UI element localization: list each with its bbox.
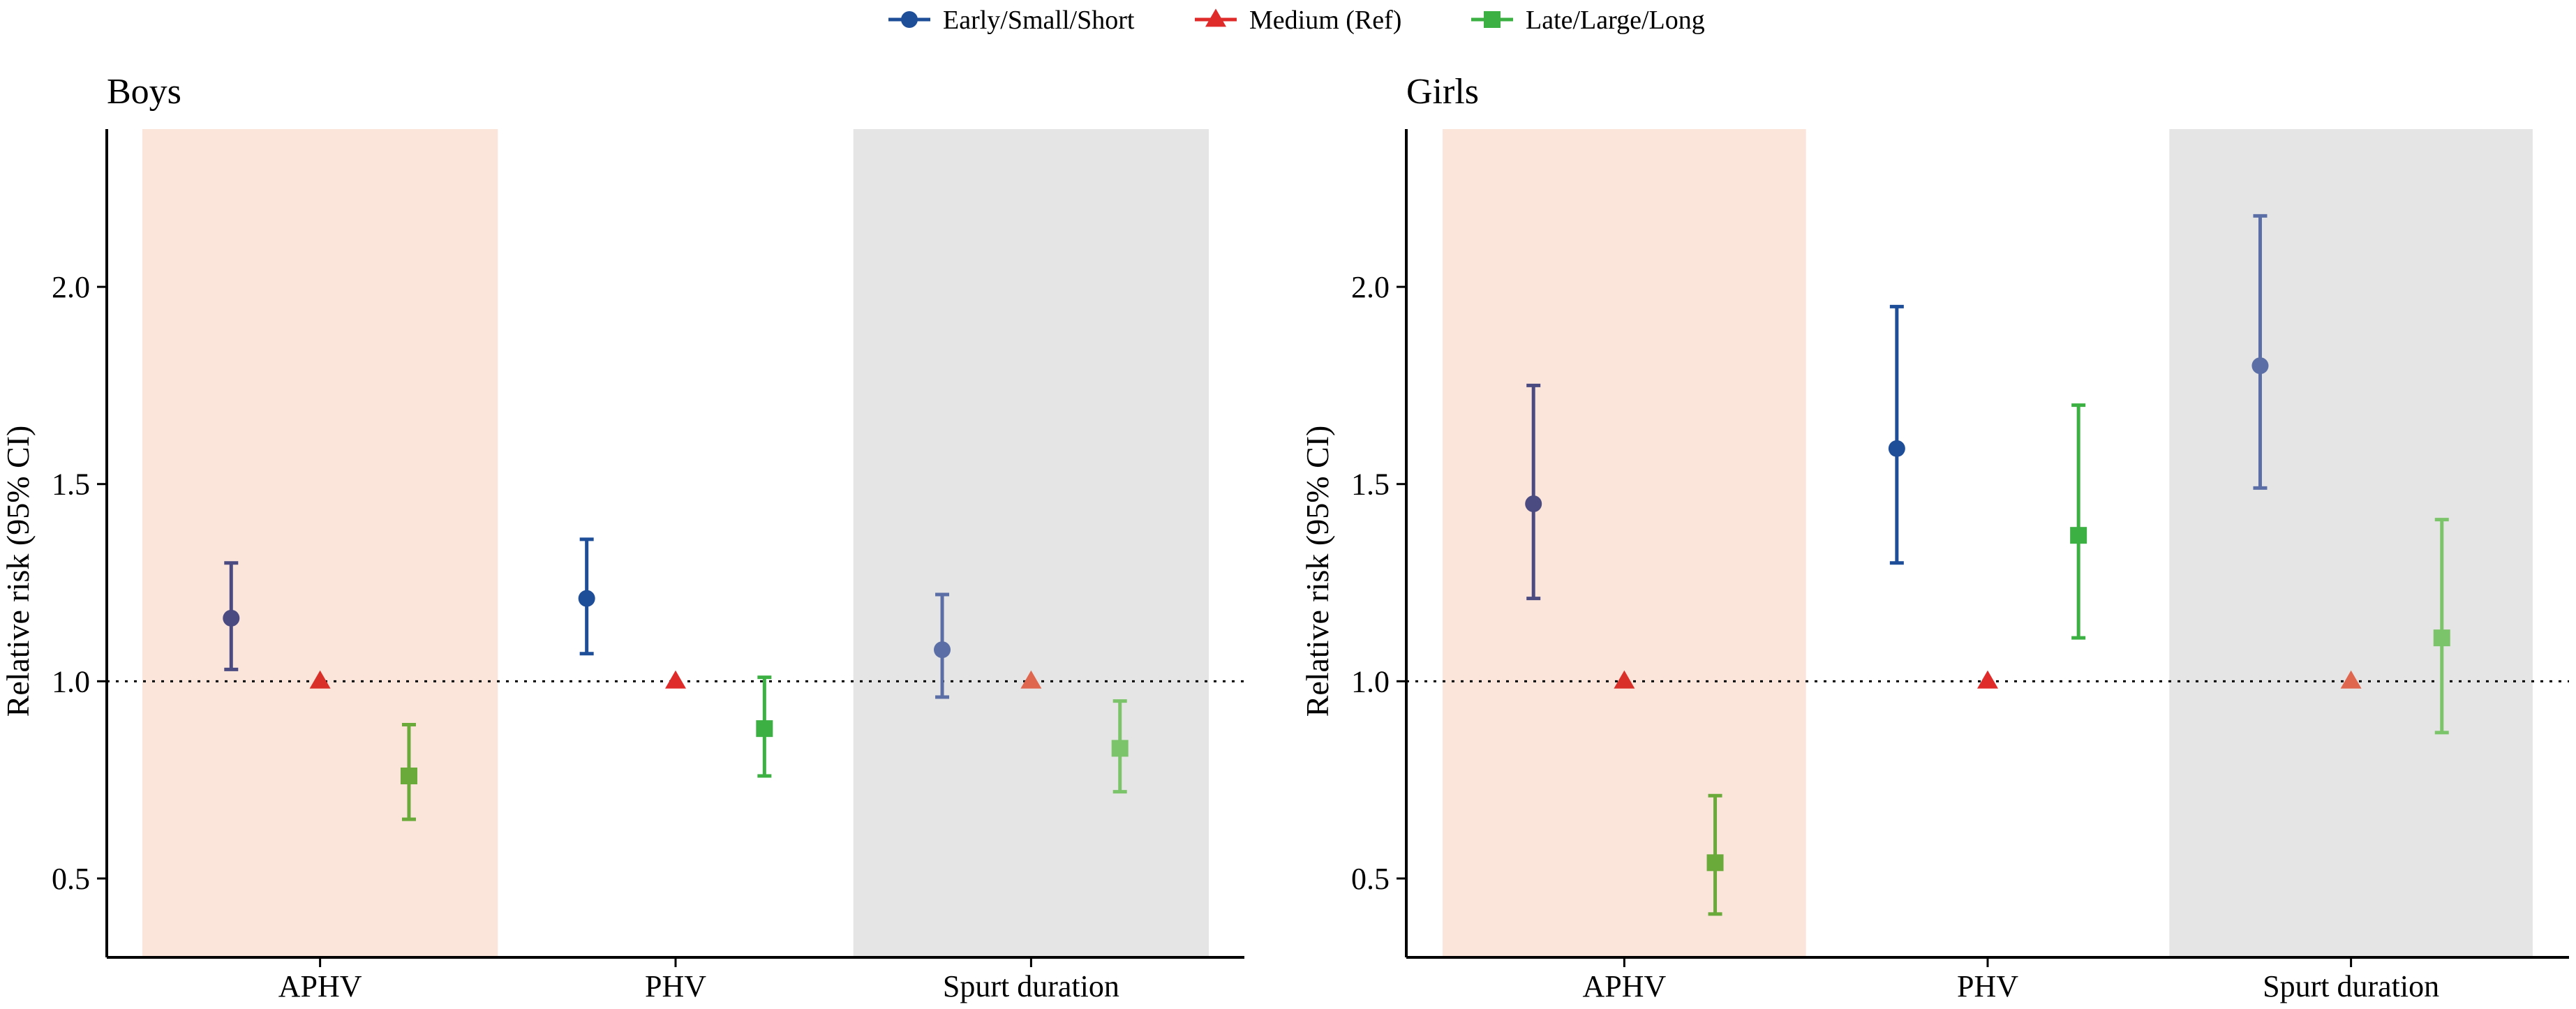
- point-group-phv-late-large-long: [756, 675, 773, 778]
- x-tick-label-spurt-duration: Spurt duration: [943, 969, 1119, 1003]
- point-marker-medium-ref: [1977, 670, 1998, 689]
- background-band-spurt-duration: [853, 129, 1209, 957]
- legend-label-early-small-short: Early/Small/Short: [943, 6, 1135, 35]
- legend: Early/Small/Short Medium (Ref) Late/Large/…: [888, 6, 1705, 35]
- background-band-aphv: [1443, 129, 1806, 957]
- legend-item-medium-ref: Medium (Ref): [1195, 6, 1401, 35]
- panel-boys: Boys 0.5 1.0 1.5 2.0 Relative risk (95% CI) AP…: [0, 72, 1244, 1003]
- y-tick-label: 1.0: [52, 664, 90, 698]
- point-group-aphv-medium-ref: [309, 670, 331, 689]
- y-tick-label: 0.5: [52, 862, 90, 896]
- point-marker-early-small-short: [1525, 495, 1542, 512]
- legend-item-late-large-long: Late/Large/Long: [1471, 6, 1705, 35]
- y-tick-label: 1.0: [1351, 664, 1390, 698]
- point-marker-late-large-long: [1706, 854, 1724, 872]
- point-group-phv-early-small-short: [578, 537, 595, 656]
- point-marker-medium-ref: [1020, 670, 1042, 689]
- point-marker-late-large-long: [756, 720, 773, 738]
- point-marker-early-small-short: [934, 641, 951, 659]
- point-group-spurt-duration-early-small-short: [2251, 214, 2269, 490]
- point-group-phv-late-large-long: [2070, 403, 2087, 640]
- point-marker-medium-ref: [309, 670, 331, 689]
- point-marker-late-large-long: [400, 767, 417, 784]
- point-group-spurt-duration-early-small-short: [934, 592, 951, 699]
- y-tick-label: 1.5: [52, 468, 90, 502]
- panel-girls: Girls 0.5 1.0 1.5 2.0 Relative risk (95% CI) A…: [1300, 72, 2569, 1003]
- point-marker-late-large-long: [2070, 527, 2087, 544]
- x-tick-label-aphv: APHV: [1582, 969, 1666, 1003]
- y-tick-label: 0.5: [1351, 862, 1390, 896]
- point-marker-early-small-short: [223, 609, 240, 627]
- point-group-aphv-early-small-short: [223, 561, 240, 671]
- y-axis-title: Relative risk (95% CI): [0, 426, 36, 717]
- point-marker-late-large-long: [2433, 629, 2450, 647]
- point-group-aphv-medium-ref: [1614, 670, 1635, 689]
- background-band-aphv: [142, 129, 498, 957]
- x-tick-label-phv: PHV: [645, 969, 706, 1003]
- x-tick-label-spurt-duration: Spurt duration: [2263, 969, 2439, 1003]
- panel-title: Boys: [107, 72, 181, 112]
- x-tick-label-aphv: APHV: [278, 969, 362, 1003]
- legend-label-medium-ref: Medium (Ref): [1249, 6, 1401, 35]
- point-group-spurt-duration-late-large-long: [2433, 518, 2450, 735]
- point-marker-medium-ref: [2340, 670, 2362, 689]
- point-marker-early-small-short: [2251, 357, 2269, 375]
- point-group-aphv-early-small-short: [1525, 383, 1542, 601]
- point-marker-early-small-short: [1888, 440, 1905, 457]
- y-tick-label: 2.0: [1351, 270, 1390, 304]
- point-group-spurt-duration-medium-ref: [1020, 670, 1042, 689]
- y-tick-label: 2.0: [52, 270, 90, 304]
- background-band-spurt-duration: [2169, 129, 2533, 957]
- y-axis-title: Relative risk (95% CI): [1300, 426, 1335, 717]
- point-group-phv-medium-ref: [1977, 670, 1998, 689]
- x-tick-label-phv: PHV: [1957, 969, 2018, 1003]
- legend-label-late-large-long: Late/Large/Long: [1526, 6, 1705, 35]
- point-marker-early-small-short: [578, 590, 595, 607]
- legend-marker-medium-ref: [1205, 8, 1226, 27]
- point-group-aphv-late-large-long: [400, 723, 417, 821]
- point-group-phv-medium-ref: [665, 670, 686, 689]
- point-group-phv-early-small-short: [1888, 304, 1905, 565]
- point-marker-late-large-long: [1111, 740, 1129, 757]
- point-group-aphv-late-large-long: [1706, 793, 1724, 916]
- point-group-spurt-duration-medium-ref: [2340, 670, 2362, 689]
- legend-marker-late-large-long: [1484, 11, 1501, 28]
- legend-item-early-small-short: Early/Small/Short: [888, 6, 1135, 35]
- point-marker-medium-ref: [1614, 670, 1635, 689]
- y-tick-label: 1.5: [1351, 468, 1390, 502]
- legend-marker-early-small-short: [901, 11, 918, 28]
- point-group-spurt-duration-late-large-long: [1111, 699, 1129, 794]
- panel-title: Girls: [1406, 72, 1479, 112]
- point-marker-medium-ref: [665, 670, 686, 689]
